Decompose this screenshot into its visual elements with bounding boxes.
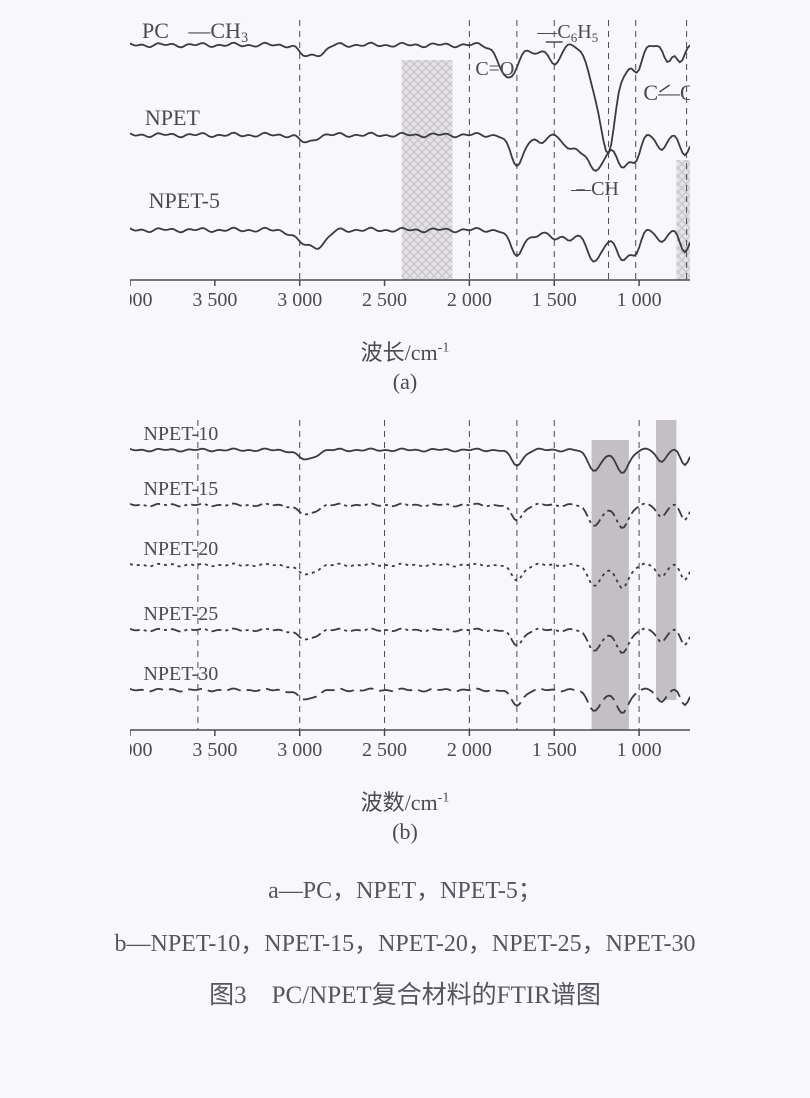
chart-b-area: NPET-10 NPET-15 NPET-20 NPET-25 NPET-30 4 000… [130, 420, 710, 780]
chart-a-xlabel-super: -1 [438, 341, 450, 356]
caption-line-b: b—NPET-10，NPET-15，NPET-20，NPET-25，NPET-3… [60, 918, 750, 971]
svg-text:1 000: 1 000 [617, 739, 662, 761]
svg-text:3 000: 3 000 [277, 289, 322, 311]
svg-text:1 500: 1 500 [532, 289, 577, 311]
svg-text:1 000: 1 000 [617, 289, 662, 311]
ftir-chart-b: NPET-10 NPET-15 NPET-20 NPET-25 NPET-30 4 000… [130, 420, 690, 780]
figure-caption: a—PC，NPET，NPET-5； b—NPET-10，NPET-15，NPET… [60, 865, 750, 1021]
caption-line-a: a—PC，NPET，NPET-5； [60, 865, 750, 918]
svg-text:—CH3: —CH3 [187, 20, 248, 46]
svg-text:2 000: 2 000 [447, 739, 492, 761]
caption-main: 图3 PC/NPET复合材料的FTIR谱图 [60, 971, 750, 1021]
svg-text:C=O: C=O [475, 58, 514, 80]
svg-text:4 000: 4 000 [130, 289, 153, 311]
chart-b-subplot-label: (b) [60, 819, 750, 845]
chart-a-xlabel: 波长/cm-1 [60, 335, 750, 367]
svg-text:NPET-20: NPET-20 [143, 538, 218, 560]
svg-text:2 500: 2 500 [362, 739, 407, 761]
chart-a-xlabel-text: 波长/cm [361, 340, 438, 365]
svg-text:2 000: 2 000 [447, 289, 492, 311]
svg-text:3 000: 3 000 [277, 739, 322, 761]
svg-text:PC: PC [142, 20, 169, 43]
svg-text:C—O: C—O [643, 80, 690, 105]
ftir-chart-a: 4 000 3 500 3 000 2 500 2 000 1 500 1 000 PC —CH… [130, 20, 690, 330]
svg-text:—CH: —CH [570, 178, 619, 200]
chart-a-wrapper: 4 000 3 500 3 000 2 500 2 000 1 500 1 000 PC —CH… [60, 20, 750, 395]
svg-text:4 000: 4 000 [130, 739, 153, 761]
chart-b-wrapper: NPET-10 NPET-15 NPET-20 NPET-25 NPET-30 4 000… [60, 420, 750, 845]
svg-text:NPET-10: NPET-10 [143, 423, 218, 445]
svg-text:NPET: NPET [145, 105, 201, 130]
svg-text:3 500: 3 500 [192, 739, 237, 761]
svg-text:NPET-5: NPET-5 [149, 188, 220, 213]
svg-text:3 500: 3 500 [192, 289, 237, 311]
svg-text:2 500: 2 500 [362, 289, 407, 311]
svg-text:NPET-15: NPET-15 [143, 478, 218, 500]
svg-text:NPET-30: NPET-30 [143, 663, 218, 685]
chart-a-subplot-label: (a) [60, 369, 750, 395]
chart-b-xlabel-super: -1 [438, 791, 450, 806]
svg-text:NPET-25: NPET-25 [143, 603, 218, 625]
svg-text:1 500: 1 500 [532, 739, 577, 761]
chart-b-xlabel: 波数/cm-1 [60, 785, 750, 817]
chart-a-area: 4 000 3 500 3 000 2 500 2 000 1 500 1 000 PC —CH… [130, 20, 710, 330]
svg-text:—C6H5: —C6H5 [536, 21, 598, 45]
chart-b-xlabel-text: 波数/cm [361, 790, 438, 815]
